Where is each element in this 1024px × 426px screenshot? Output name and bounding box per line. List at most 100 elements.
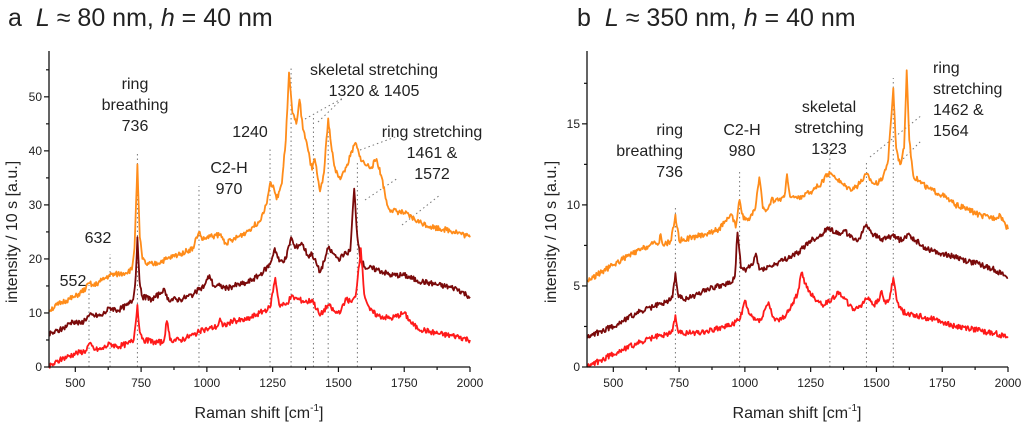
annotation-line: 736: [122, 118, 149, 135]
x-tick-label: 1500: [863, 376, 890, 390]
peak-annotation: 1240: [232, 124, 268, 141]
y-tick-label: 40: [29, 144, 43, 158]
y-tick-label: 50: [29, 90, 43, 104]
panel-a-label: a: [8, 4, 22, 32]
panel-a-x-axis-label: Raman shift [cm-1]: [195, 403, 324, 422]
panel-b-title-h: h: [744, 4, 758, 32]
peak-annotation: ring stretching 1462 & 1564: [933, 60, 1002, 140]
annotation-line: skeletal stretching: [310, 62, 438, 79]
y-tick-label: 10: [567, 198, 581, 212]
x-label-end: ]: [857, 405, 861, 422]
peak-annotation: skeletal stretching 1320 & 1405: [310, 62, 438, 100]
annotation-line: 970: [216, 181, 243, 198]
annotation-line: ring: [122, 76, 149, 93]
panel-b-axes: 500 750 1000 1250 1500 1750 2000 0 5 10 15: [567, 51, 1022, 390]
annotation-line: breathing: [616, 143, 683, 160]
series-line-top: [48, 71, 471, 313]
panel-a-title-L-value: ≈ 80 nm,: [50, 4, 161, 32]
annotation-line: ring stretching: [382, 124, 483, 141]
y-tick-label: 10: [29, 306, 43, 320]
panel-b-title-L-value: ≈ 350 nm,: [619, 4, 744, 32]
x-label-sup: -1: [848, 403, 857, 414]
series-line-top: [586, 69, 1009, 283]
annotation-line: 980: [729, 143, 756, 160]
peak-annotation: ring breathing 736: [616, 122, 683, 181]
annotation-line: C2-H: [210, 160, 247, 177]
x-tick-label: 1500: [325, 376, 352, 390]
annotation-line: 1320 & 1405: [329, 83, 420, 100]
panel-a-series: [48, 71, 471, 369]
x-tick-label: 2000: [995, 376, 1022, 390]
y-tick-label: 5: [573, 279, 580, 293]
annotation-line: 1323: [811, 141, 847, 158]
peak-annotation: ring breathing 736: [102, 76, 169, 135]
x-tick-label: 1250: [259, 376, 286, 390]
leader-line: [304, 97, 344, 120]
panel-b-label: b: [577, 4, 591, 32]
panel-a-title-h-value: = 40 nm: [175, 4, 273, 32]
series-line-middle: [586, 223, 1009, 339]
peak-annotation: 632: [85, 230, 112, 247]
x-tick-label: 750: [669, 376, 689, 390]
annotation-line: 736: [656, 164, 683, 181]
panel-a-title-L: L: [36, 4, 50, 32]
leader-line: [899, 139, 923, 163]
annotation-line: skeletal: [802, 99, 856, 116]
panel-b-annotations: ring breathing 736 C2-H 980 skeletal stretchin…: [616, 60, 1002, 181]
x-label-text: Raman shift [cm: [195, 405, 311, 422]
panel-a-leaders: [304, 97, 441, 226]
annotation-line: 1240: [232, 124, 268, 141]
annotation-line: breathing: [102, 97, 169, 114]
y-tick-label: 0: [35, 360, 42, 374]
annotation-line: ring: [656, 122, 683, 139]
panel-a-annotations: 552 632 ring breathing 736 C2-H 970 1240 skeleta…: [60, 62, 483, 290]
panel-a-y-axis-label: intensity / 10 s [a.u.]: [4, 161, 21, 303]
panel-a-title-h: h: [161, 4, 175, 32]
panel-b-title-h-value: = 40 nm: [758, 4, 856, 32]
peak-annotation: C2-H 970: [210, 160, 247, 198]
x-tick-label: 500: [603, 376, 623, 390]
x-label-sup: -1: [310, 403, 319, 414]
x-tick-label: 1250: [797, 376, 824, 390]
panel-b-leaders: [869, 114, 923, 163]
y-tick-label: 0: [573, 360, 580, 374]
x-tick-label: 750: [131, 376, 151, 390]
y-tick-label: 15: [567, 117, 581, 131]
annotation-line: stretching: [794, 120, 863, 137]
annotation-line: 632: [85, 230, 112, 247]
annotation-line: 1462 &: [933, 102, 984, 119]
x-tick-label: 1750: [391, 376, 418, 390]
peak-annotation: ring stretching 1461 & 1572: [382, 124, 483, 183]
peak-annotation: C2-H 980: [723, 122, 760, 160]
peak-annotation: skeletal stretching 1323: [794, 99, 863, 158]
annotation-line: 552: [60, 273, 87, 290]
annotation-line: C2-H: [723, 122, 760, 139]
y-tick-label: 30: [29, 198, 43, 212]
series-line-bottom: [586, 271, 1009, 368]
annotation-line: 1564: [933, 123, 969, 140]
x-tick-label: 1000: [732, 376, 759, 390]
x-label-end: ]: [319, 405, 323, 422]
panel-a-guides: [88, 66, 358, 367]
y-tick-label: 20: [29, 252, 43, 266]
x-tick-label: 2000: [457, 376, 484, 390]
panel-b-x-axis-label: Raman shift [cm-1]: [733, 403, 862, 422]
x-tick-label: 1000: [194, 376, 221, 390]
x-label-text: Raman shift [cm: [733, 405, 849, 422]
series-line-bottom: [48, 247, 471, 369]
annotation-line: stretching: [933, 81, 1002, 98]
annotation-line: 1572: [414, 166, 450, 183]
peak-annotation: 552: [60, 273, 87, 290]
x-tick-label: 1750: [929, 376, 956, 390]
panel-a-axes: 500 750 1000 1250 1500 1750 2000 0 10 20 30 40 50: [29, 51, 484, 390]
x-tick-label: 500: [65, 376, 85, 390]
annotation-line: ring: [933, 60, 960, 77]
leader-line: [317, 97, 344, 123]
leader-line: [364, 177, 399, 201]
panel-b-y-axis-label: intensity / 10 s [a.u.]: [543, 161, 560, 303]
